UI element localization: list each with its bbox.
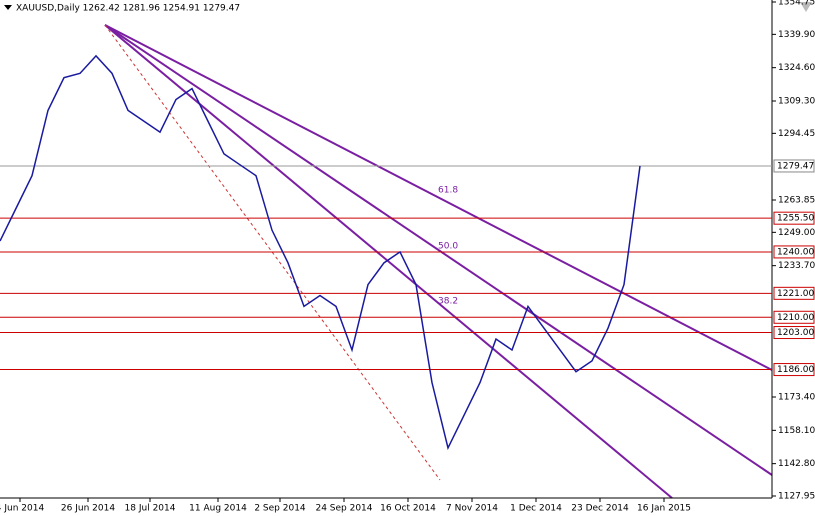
menu-arrow[interactable] [4, 5, 12, 10]
x-tick-label: 7 Nov 2014 [446, 504, 498, 514]
x-tick-label: 1 Dec 2014 [510, 504, 562, 514]
x-tick-label: 4 Jun 2014 [0, 504, 44, 514]
x-tick-label: 26 Jun 2014 [61, 504, 115, 514]
y-tick-label: 1158.10 [778, 426, 815, 436]
y-tick-label: 1309.30 [778, 96, 815, 106]
x-tick-label: 18 Jul 2014 [125, 504, 176, 514]
y-tick-label: 1263.85 [778, 195, 815, 205]
level-box [773, 286, 815, 300]
scroll-arrow[interactable] [800, 2, 812, 12]
y-tick-label: 1294.45 [778, 129, 815, 139]
y-tick-label: 1249.00 [778, 228, 815, 238]
x-tick-label: 16 Oct 2014 [380, 504, 436, 514]
fib-baseline [104, 24, 441, 481]
level-box [773, 363, 815, 377]
x-tick-label: 2 Sep 2014 [254, 504, 306, 514]
fib-label: 61.8 [438, 186, 458, 196]
level-label: 1240.00 [777, 247, 814, 257]
level-box [773, 245, 815, 259]
y-tick-label: 1127.95 [778, 492, 815, 502]
level-label: 1255.50 [777, 214, 814, 224]
level-label: 1221.00 [777, 289, 814, 299]
y-tick-label: 1354.75 [778, 0, 815, 8]
x-tick-label: 16 Jan 2015 [637, 504, 691, 514]
level-box [773, 310, 815, 324]
y-tick-label: 1173.40 [778, 393, 815, 403]
chart-title: XAUUSD,Daily 1262.42 1281.96 1254.91 127… [16, 4, 240, 14]
level-label: 1186.00 [777, 365, 814, 375]
level-label: 1203.00 [777, 328, 814, 338]
x-tick-label: 11 Aug 2014 [189, 504, 247, 514]
level-box [773, 326, 815, 340]
y-tick-label: 1233.70 [778, 261, 815, 271]
trendline [104, 24, 773, 476]
fib-label: 38.2 [438, 297, 458, 307]
price-line [0, 54, 641, 451]
y-tick-label: 1142.80 [778, 459, 815, 469]
level-label: 1210.00 [777, 313, 814, 323]
y-tick-label: 1339.90 [778, 30, 815, 40]
x-tick-label: 23 Dec 2014 [571, 504, 629, 514]
level-box [773, 211, 815, 225]
trendline [104, 24, 773, 371]
last-price-box [773, 159, 815, 173]
last-price-label: 1279.47 [777, 161, 814, 171]
fib-label: 50.0 [438, 242, 458, 252]
x-tick-label: 24 Sep 2014 [315, 504, 372, 514]
y-tick-label: 1324.60 [778, 63, 815, 73]
